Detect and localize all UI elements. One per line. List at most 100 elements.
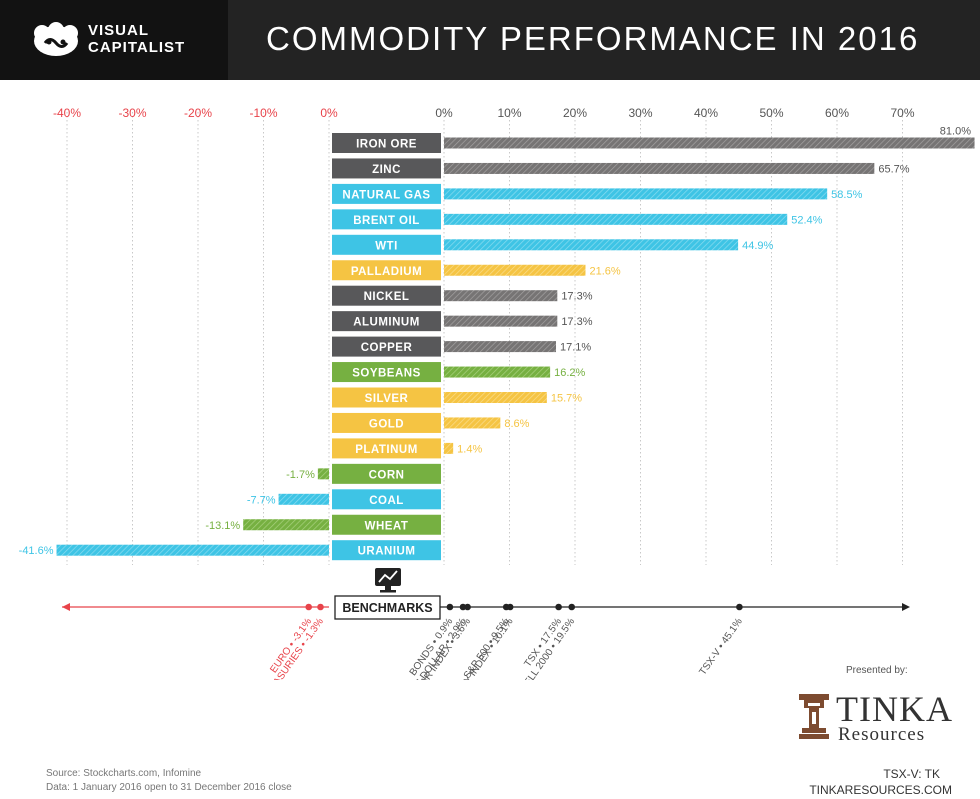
tinka-emblem-icon xyxy=(799,694,829,739)
source-note: Source: Stockcharts.com, Infomine xyxy=(46,768,202,779)
category-label: COPPER xyxy=(361,342,413,354)
x-tick-positive: 20% xyxy=(563,106,587,120)
category-labels: IRON ORE ZINC NATURAL GAS BRENT OIL WTI PALLA… xyxy=(332,133,441,561)
x-tick-negative: -20% xyxy=(184,106,212,120)
bar xyxy=(444,239,739,251)
x-tick-positive: 30% xyxy=(628,106,652,120)
visual-capitalist-logo[interactable]: VISUAL CAPITALIST xyxy=(0,0,228,80)
category-label: SOYBEANS xyxy=(352,368,421,380)
category-label: NATURAL GAS xyxy=(342,189,430,201)
category-box xyxy=(332,209,441,230)
category-label: BRENT OIL xyxy=(353,215,419,227)
x-tick-positive: 40% xyxy=(694,106,718,120)
bar xyxy=(444,264,586,276)
value-label: 17.1% xyxy=(560,342,591,354)
x-tick-negative: -30% xyxy=(118,106,146,120)
brain-logo-icon xyxy=(34,22,78,56)
bar xyxy=(243,519,329,531)
benchmark-label: TSX-V • 45.1% xyxy=(697,616,744,677)
category-box xyxy=(332,234,441,255)
x-tick-positive: 10% xyxy=(497,106,521,120)
value-label: -13.1% xyxy=(205,520,240,532)
category-label: GOLD xyxy=(369,418,404,430)
value-label: 58.5% xyxy=(831,189,862,201)
category-box xyxy=(332,285,441,306)
bar xyxy=(444,417,501,429)
sponsor-subtitle: Resources xyxy=(838,724,926,745)
category-box xyxy=(332,260,441,281)
value-label: -41.6% xyxy=(19,545,54,557)
value-label: 17.3% xyxy=(561,316,592,328)
arrow-right-icon xyxy=(902,603,910,611)
benchmark-dot xyxy=(446,603,454,611)
presented-by: Presented by: xyxy=(846,665,908,676)
category-box xyxy=(332,362,441,383)
category-box xyxy=(332,387,441,408)
x-tick-positive: 70% xyxy=(890,106,914,120)
bar xyxy=(444,315,558,327)
category-label: CORN xyxy=(369,469,405,481)
x-tick-negative: -40% xyxy=(53,106,81,120)
category-box xyxy=(332,311,441,332)
brand-name: VISUAL CAPITALIST xyxy=(88,22,185,56)
category-label: URANIUM xyxy=(358,546,416,558)
page-title: COMMODITY PERFORMANCE IN 2016 xyxy=(266,20,920,57)
axis-ticks: 0% 10% 20% 30% 40% 50% 60% 70% -40% -30% -20% -10% 0… xyxy=(53,106,915,120)
value-label: 21.6% xyxy=(589,265,620,277)
bars xyxy=(56,137,975,556)
value-label: 16.2% xyxy=(554,367,585,379)
x-tick-negative: 0% xyxy=(320,106,338,120)
value-label: 81.0% xyxy=(940,126,971,138)
x-tick-negative: -10% xyxy=(249,106,277,120)
category-label: IRON ORE xyxy=(356,139,417,151)
category-label: SILVER xyxy=(365,393,409,405)
value-label: 8.6% xyxy=(504,418,529,430)
value-label: 65.7% xyxy=(878,163,909,175)
benchmark-dot xyxy=(459,603,467,611)
category-label: NICKEL xyxy=(364,291,410,303)
bar xyxy=(444,162,875,174)
bar xyxy=(444,213,788,225)
benchmark-dot xyxy=(305,603,312,611)
bar xyxy=(444,188,828,200)
category-box xyxy=(332,438,441,459)
arrow-left-icon xyxy=(62,603,70,611)
brand-top: VISUAL xyxy=(88,22,150,39)
x-tick-positive: 60% xyxy=(825,106,849,120)
category-label: PLATINUM xyxy=(355,444,418,456)
bar xyxy=(444,366,551,378)
benchmark-dot xyxy=(506,603,514,611)
bar xyxy=(278,493,329,505)
gridlines xyxy=(66,112,903,565)
category-box xyxy=(332,412,441,433)
category-box xyxy=(332,463,441,484)
value-label: 1.4% xyxy=(457,443,482,455)
commodity-bar-chart: 0% 10% 20% 30% 40% 50% 60% 70% -40% -30% -20% -10% 0… xyxy=(19,106,975,680)
benchmark-dot xyxy=(568,603,576,611)
category-box xyxy=(332,183,441,204)
category-label: WHEAT xyxy=(365,520,409,532)
header: VISUAL CAPITALIST COMMODITY PERFORMANCE … xyxy=(0,0,980,80)
bar xyxy=(444,442,454,454)
value-label: 15.7% xyxy=(551,393,582,405)
bar xyxy=(444,341,557,353)
category-label: PALLADIUM xyxy=(351,266,422,278)
category-label: ZINC xyxy=(372,164,401,176)
bar xyxy=(56,544,330,556)
category-label: COAL xyxy=(369,495,404,507)
category-box xyxy=(332,514,441,535)
category-box xyxy=(332,133,441,153)
bar xyxy=(444,290,558,302)
sponsor-name: TINKA xyxy=(836,689,953,729)
sponsor-website[interactable]: TINKARESOURCES.COM xyxy=(809,783,952,797)
benchmark-dot xyxy=(736,603,743,611)
category-label: ALUMINUM xyxy=(353,317,420,329)
value-label: -1.7% xyxy=(286,469,315,481)
category-box xyxy=(332,336,441,357)
bar xyxy=(317,468,329,480)
category-box xyxy=(332,489,441,510)
benchmarks-box xyxy=(334,595,441,620)
category-box xyxy=(332,540,441,561)
sponsor-ticker: TSX-V: TK xyxy=(883,767,940,781)
benchmark-dot xyxy=(555,603,562,611)
